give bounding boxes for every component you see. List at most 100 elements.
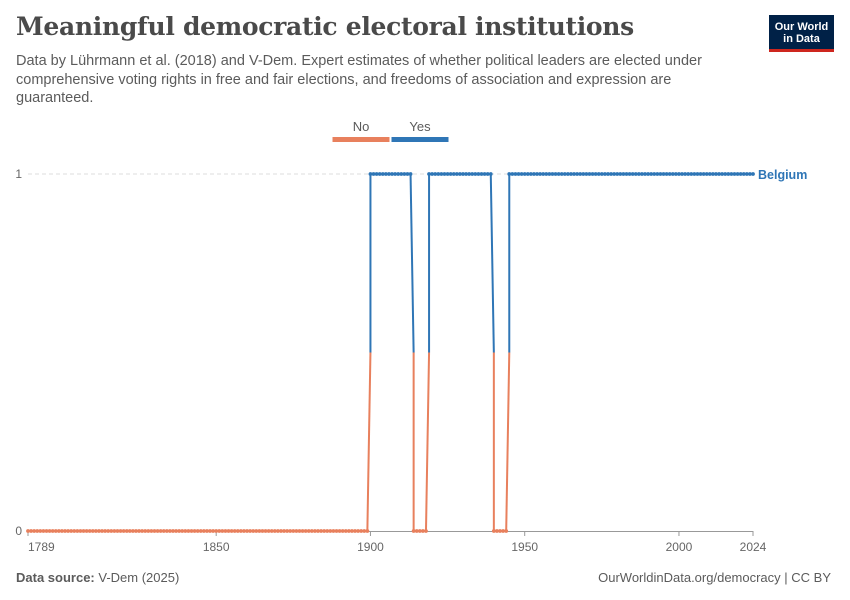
data-point — [584, 172, 589, 176]
legend-label-no: No — [353, 119, 370, 134]
x-tick-label: 2024 — [740, 540, 767, 554]
data-point — [350, 529, 354, 533]
logo-line-1: Our World — [774, 21, 829, 33]
data-point — [473, 172, 478, 176]
data-point — [356, 529, 361, 533]
data-point — [87, 529, 92, 533]
series-transition — [424, 352, 431, 532]
data-point — [47, 529, 52, 533]
series-belgium — [26, 172, 755, 533]
data-point — [439, 172, 444, 176]
data-point — [581, 172, 586, 176]
data-point — [158, 529, 163, 533]
data-point — [257, 529, 262, 533]
data-point — [245, 529, 249, 533]
data-point — [744, 172, 749, 176]
data-point — [155, 529, 160, 533]
data-point — [741, 172, 746, 176]
data-point — [572, 172, 576, 176]
data-point — [698, 172, 703, 176]
data-point — [411, 529, 416, 533]
data-point — [137, 529, 141, 533]
series-transition — [409, 173, 415, 353]
data-point — [362, 529, 367, 533]
data-point — [214, 529, 219, 533]
data-point — [109, 529, 114, 533]
data-point — [479, 172, 484, 176]
series-transition — [489, 173, 495, 353]
data-point — [717, 172, 721, 176]
data-point — [183, 529, 188, 533]
data-point — [482, 172, 487, 176]
data-point — [368, 172, 373, 176]
data-point — [590, 172, 595, 176]
chart-title: Meaningful democratic electoral institut… — [16, 12, 634, 41]
data-point — [562, 172, 567, 176]
data-point — [198, 529, 203, 533]
data-point — [254, 529, 259, 533]
data-point — [603, 172, 607, 176]
data-point — [78, 529, 83, 533]
data-point — [63, 529, 67, 533]
data-point — [704, 172, 709, 176]
owid-logo[interactable]: Our World in Data — [769, 15, 834, 52]
data-point — [646, 172, 651, 176]
data-point — [205, 529, 209, 533]
data-point — [433, 172, 438, 176]
data-point — [248, 529, 253, 533]
data-point — [427, 172, 431, 176]
data-point — [208, 529, 212, 533]
data-point — [100, 529, 104, 533]
series-transition — [505, 352, 511, 532]
data-point — [192, 529, 197, 533]
data-point — [414, 529, 419, 533]
data-point — [26, 529, 30, 533]
data-point — [528, 172, 533, 176]
data-point — [559, 172, 564, 176]
data-point — [569, 172, 573, 176]
data-point — [673, 172, 678, 176]
data-point — [525, 172, 530, 176]
data-point — [269, 529, 274, 533]
data-point — [513, 172, 518, 176]
data-point — [522, 172, 527, 176]
data-point — [541, 172, 546, 176]
data-source-value[interactable]: V-Dem (2025) — [98, 570, 180, 585]
data-point — [226, 529, 231, 533]
data-point — [664, 172, 669, 176]
data-point — [575, 172, 580, 176]
legend-swatch-no — [332, 137, 390, 142]
data-point — [420, 529, 425, 533]
data-point — [612, 172, 617, 176]
data-point — [587, 172, 592, 176]
data-point — [485, 172, 490, 176]
data-point — [53, 529, 58, 533]
x-tick-label: 1850 — [203, 540, 230, 554]
data-point — [322, 529, 327, 533]
data-point — [260, 529, 265, 533]
data-point — [340, 529, 345, 533]
data-point — [491, 529, 496, 533]
data-point — [451, 172, 456, 176]
data-point — [75, 529, 80, 533]
data-point — [461, 172, 465, 176]
data-point — [399, 172, 404, 176]
logo-line-2: in Data — [783, 33, 820, 45]
footer-link[interactable]: OurWorldinData.org/democracy | CC BY — [598, 570, 831, 585]
data-point — [189, 529, 194, 533]
data-point — [377, 172, 382, 176]
data-point — [544, 172, 549, 176]
data-point — [402, 172, 407, 176]
data-point — [661, 172, 666, 176]
data-point — [235, 529, 240, 533]
data-point — [297, 529, 302, 533]
data-point — [251, 529, 256, 533]
data-point — [445, 172, 450, 176]
data-point — [670, 172, 675, 176]
series-transition — [366, 352, 372, 532]
data-point — [507, 172, 512, 176]
data-point — [371, 172, 376, 176]
data-point — [81, 529, 86, 533]
data-point — [578, 172, 583, 176]
data-point — [282, 529, 286, 533]
